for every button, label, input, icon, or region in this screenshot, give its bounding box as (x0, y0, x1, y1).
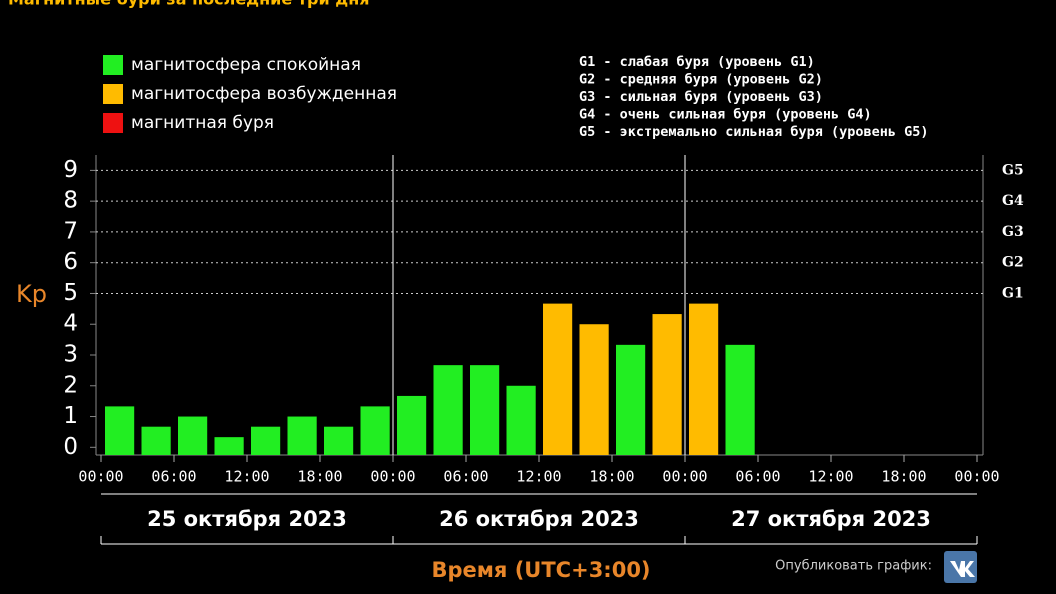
bar (579, 324, 609, 455)
y-tick-label: 2 (63, 372, 78, 398)
y-tick-label: 1 (63, 403, 78, 429)
day-label: 26 октября 2023 (439, 507, 639, 531)
bar (470, 365, 500, 455)
bar (214, 437, 244, 455)
bar (652, 314, 682, 455)
legend-swatch (103, 84, 123, 104)
legend-label: магнитная буря (131, 113, 274, 133)
vk-button[interactable] (944, 551, 977, 583)
bar (178, 416, 208, 455)
storm-level: G5 - экстремально сильная буря (уровень … (579, 124, 929, 140)
x-tick-label: 12:00 (516, 468, 561, 486)
bar (251, 426, 281, 455)
chart-title: Магнитные бури за последние три дня (8, 0, 370, 9)
legend-swatch (103, 55, 123, 75)
x-tick-label: 00:00 (954, 468, 999, 486)
bar (360, 406, 390, 455)
y-tick-label: 9 (63, 157, 78, 183)
bar (397, 395, 427, 455)
g-tick-label: G4 (1002, 193, 1024, 209)
x-tick-label: 00:00 (662, 468, 707, 486)
bar (506, 385, 536, 455)
g-tick-label: G3 (1002, 224, 1024, 240)
y-tick-label: 4 (63, 311, 78, 337)
legend-label: магнитосфера спокойная (131, 55, 361, 75)
x-tick-label: 12:00 (224, 468, 269, 486)
bar (725, 344, 755, 455)
x-tick-label: 18:00 (881, 468, 926, 486)
day-label: 25 октября 2023 (147, 507, 347, 531)
x-tick-label: 06:00 (443, 468, 488, 486)
bar (433, 365, 463, 455)
y-tick-label: 7 (63, 218, 78, 244)
x-tick-label: 00:00 (78, 468, 123, 486)
legend-label: магнитосфера возбужденная (131, 84, 397, 104)
x-axis-label: Время (UTC+3:00) (431, 558, 650, 582)
x-tick-label: 06:00 (735, 468, 780, 486)
legend-swatch (103, 113, 123, 133)
x-tick-label: 12:00 (808, 468, 853, 486)
x-tick-label: 18:00 (297, 468, 342, 486)
x-tick-label: 00:00 (370, 468, 415, 486)
bar (689, 303, 719, 455)
g-tick-label: G1 (1002, 285, 1024, 301)
y-tick-label: 3 (63, 342, 78, 368)
bar (105, 406, 135, 455)
storm-level: G3 - сильная буря (уровень G3) (579, 89, 823, 105)
y-tick-label: 8 (63, 188, 78, 214)
y-tick-label: 0 (63, 434, 78, 460)
bar (543, 303, 573, 455)
bar (287, 416, 317, 455)
y-tick-label: 6 (63, 249, 78, 275)
g-tick-label: G5 (1002, 162, 1024, 178)
storm-level: G1 - слабая буря (уровень G1) (579, 54, 815, 70)
x-tick-label: 06:00 (151, 468, 196, 486)
day-label: 27 октября 2023 (731, 507, 931, 531)
storm-level: G4 - очень сильная буря (уровень G4) (579, 107, 872, 123)
y-axis-label: Kp (16, 280, 47, 308)
storm-level: G2 - средняя буря (уровень G2) (579, 72, 823, 88)
g-tick-label: G2 (1002, 255, 1024, 271)
bar (141, 426, 171, 455)
bar (324, 426, 354, 455)
share-label: Опубликовать график: (775, 559, 932, 574)
vk-logo[interactable] (950, 561, 975, 577)
y-tick-label: 5 (63, 280, 78, 306)
x-tick-label: 18:00 (589, 468, 634, 486)
bar (616, 344, 646, 455)
